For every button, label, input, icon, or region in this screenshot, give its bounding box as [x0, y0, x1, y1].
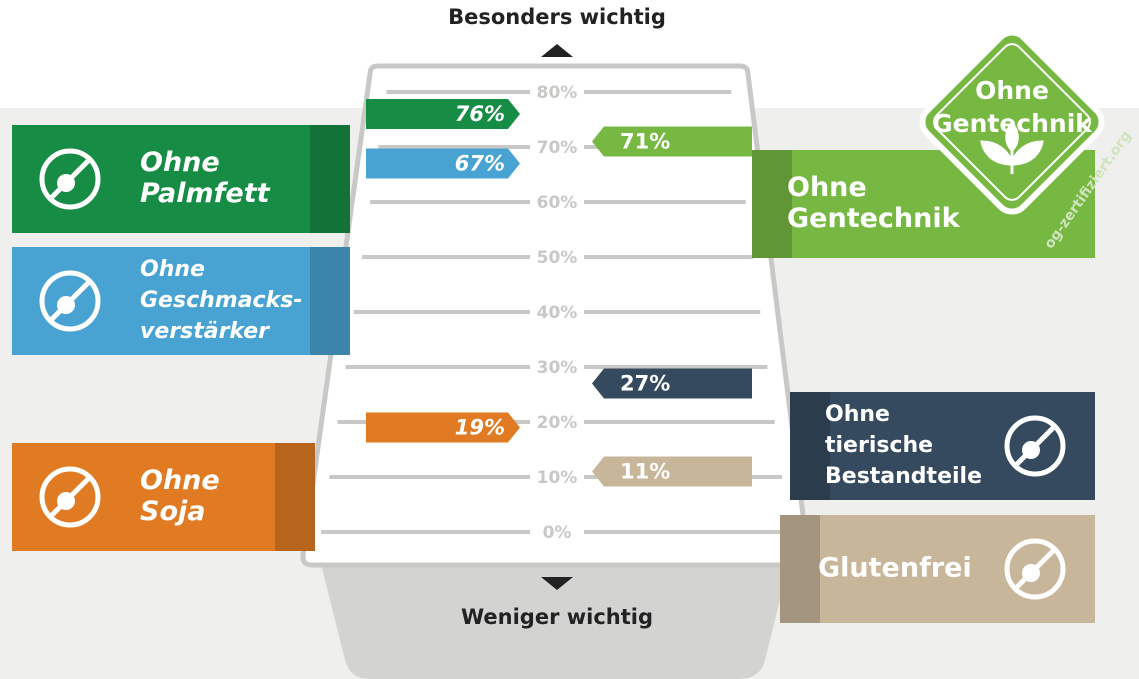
up-arrow — [541, 44, 573, 57]
bottom-label: Weniger wichtig — [461, 605, 653, 629]
value-label: 27% — [620, 372, 670, 396]
category-label: Ohne — [787, 172, 867, 203]
category-label: Ohne — [140, 147, 220, 178]
value-marker — [592, 127, 752, 157]
value-marker — [592, 457, 752, 487]
y-tick-label: 70% — [537, 138, 578, 158]
value-marker — [592, 369, 752, 399]
y-tick-label: 30% — [537, 358, 578, 378]
badge-text: Ohne — [975, 76, 1049, 105]
category-label: Ohne — [140, 465, 220, 496]
category-label: Palmfett — [140, 178, 271, 209]
icon — [57, 492, 75, 510]
category-label: verstärker — [140, 319, 270, 344]
icon — [57, 174, 75, 192]
value-label: 71% — [620, 130, 670, 154]
y-tick-label: 50% — [537, 248, 578, 268]
category-label: Ohne — [825, 402, 890, 427]
category-label: Geschmacks- — [140, 288, 302, 313]
box-fold — [790, 392, 830, 500]
category-label: Soja — [140, 496, 205, 527]
y-tick-label: 20% — [537, 413, 578, 433]
category-label: Gentechnik — [787, 203, 961, 234]
value-label: 11% — [620, 460, 670, 484]
icon — [57, 296, 75, 314]
chart: Besonders wichtig Weniger wichtig 0% 10% 2… — [0, 0, 1139, 679]
y-tick-label: 60% — [537, 193, 578, 213]
category-label: Glutenfrei — [818, 553, 972, 584]
icon — [1022, 441, 1040, 459]
y-tick-label: 40% — [537, 303, 578, 323]
category-label: tierische — [825, 433, 933, 458]
value-label: 76% — [455, 102, 505, 126]
box-fold — [310, 125, 350, 233]
box-fold — [780, 515, 820, 623]
value-label: 19% — [455, 416, 505, 440]
y-tick-label: 80% — [537, 83, 578, 103]
category-label: Ohne — [140, 257, 205, 282]
value-label: 67% — [455, 152, 505, 176]
box-fold — [310, 247, 350, 355]
y-tick-label: 10% — [537, 468, 578, 488]
top-label: Besonders wichtig — [448, 5, 666, 29]
y-tick-label: 0% — [543, 523, 572, 543]
icon — [1022, 564, 1040, 582]
box-fold — [752, 150, 792, 258]
box-fold — [275, 443, 315, 551]
category-label: Bestandteile — [825, 464, 982, 489]
